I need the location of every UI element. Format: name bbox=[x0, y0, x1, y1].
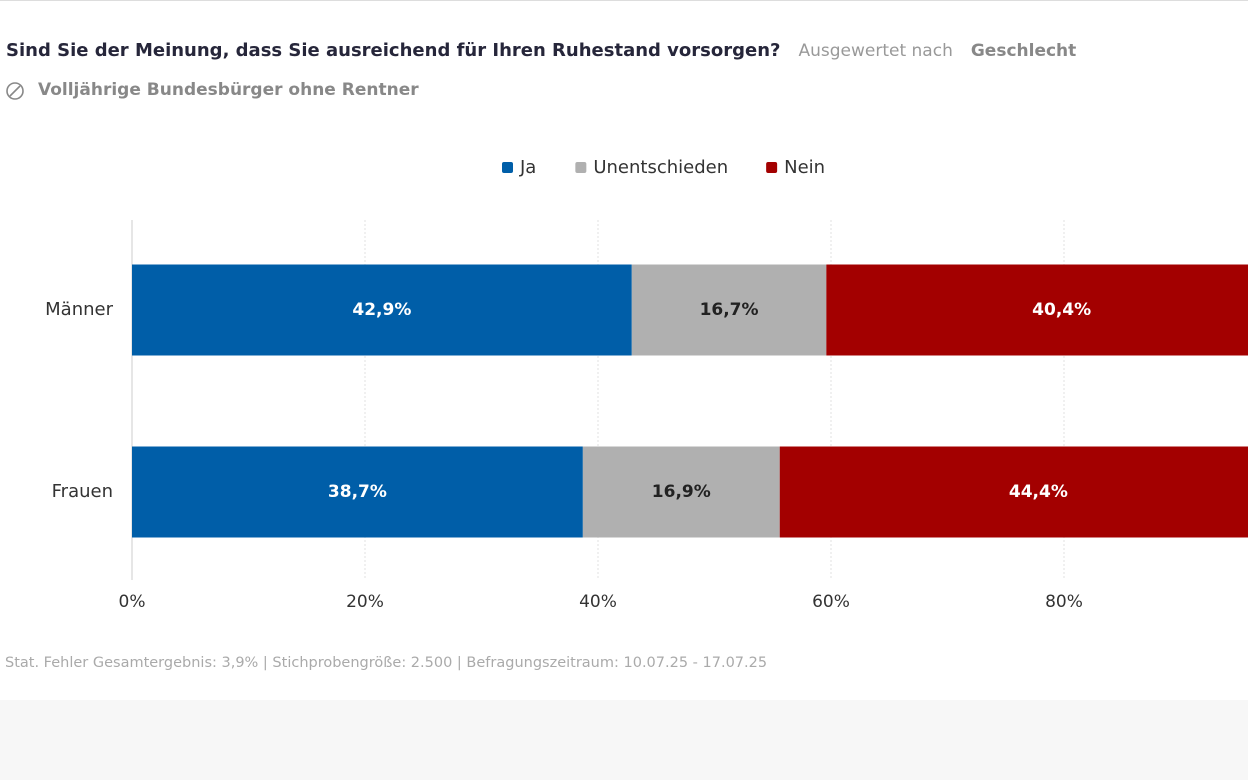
legend-label: Unentschieden bbox=[593, 157, 728, 178]
legend-label: Nein bbox=[784, 157, 825, 178]
chart-title: Sind Sie der Meinung, dass Sie ausreiche… bbox=[6, 40, 780, 61]
legend: Ja Unentschieden Nein bbox=[502, 157, 825, 178]
bar-segment bbox=[132, 446, 583, 538]
data-label: 40,4% bbox=[1032, 300, 1091, 320]
footnote: Stat. Fehler Gesamtergebnis: 3,9% | Stic… bbox=[5, 655, 767, 671]
data-label: 16,9% bbox=[652, 482, 711, 502]
x-tick-label: 80% bbox=[1045, 592, 1083, 612]
bar-segment bbox=[631, 264, 827, 356]
x-tick-label: 40% bbox=[579, 592, 617, 612]
data-label: 44,4% bbox=[1009, 482, 1068, 502]
filter-value[interactable]: Geschlecht bbox=[971, 41, 1076, 61]
x-tick-label: 60% bbox=[812, 592, 850, 612]
legend-swatch bbox=[575, 162, 587, 173]
data-label: 42,9% bbox=[352, 300, 411, 320]
legend-label: Ja bbox=[519, 157, 536, 178]
bar-segment bbox=[132, 264, 632, 356]
subtitle: Volljährige Bundesbürger ohne Rentner bbox=[38, 80, 419, 100]
legend-swatch bbox=[502, 162, 513, 173]
data-label: 38,7% bbox=[328, 482, 387, 502]
x-tick-label: 0% bbox=[119, 592, 146, 612]
footer-area bbox=[0, 700, 1248, 780]
data-label: 16,7% bbox=[700, 300, 759, 320]
bar-segment bbox=[582, 446, 780, 538]
legend-swatch bbox=[766, 162, 778, 173]
filter-label: Ausgewertet nach bbox=[798, 41, 952, 61]
bar-segment bbox=[826, 264, 1248, 356]
target-icon bbox=[6, 82, 24, 100]
bar-segment bbox=[779, 446, 1248, 538]
x-tick-label: 20% bbox=[346, 592, 384, 612]
y-tick-label: Frauen bbox=[52, 481, 113, 502]
y-tick-label: Männer bbox=[45, 299, 113, 320]
